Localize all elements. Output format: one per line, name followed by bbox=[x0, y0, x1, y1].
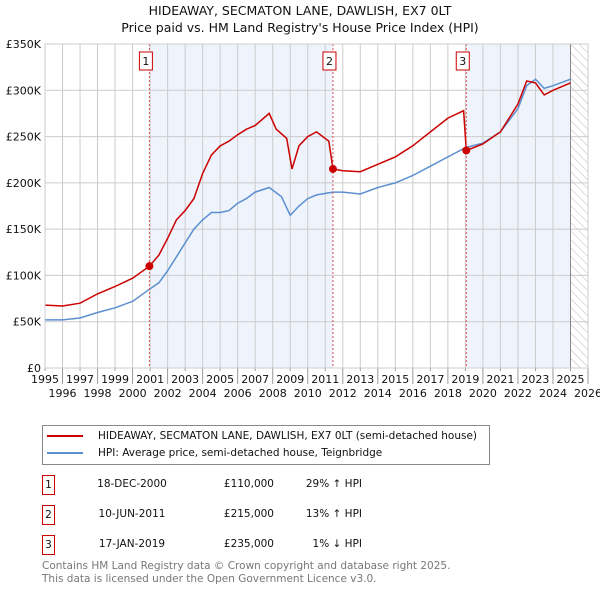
legend-label-property: HIDEAWAY, SECMATON LANE, DAWLISH, EX7 0L… bbox=[98, 430, 477, 442]
sale-point bbox=[462, 146, 471, 155]
x-tick-label: 2026 bbox=[574, 387, 600, 400]
sale-marker-badge: 2 bbox=[42, 505, 55, 525]
x-tick-label: 2002 bbox=[154, 387, 182, 400]
x-tick-label: 2021 bbox=[486, 373, 514, 386]
sale-marker-badge: 3 bbox=[42, 535, 55, 555]
x-tick-label: 1997 bbox=[66, 373, 94, 386]
x-tick-label: 2016 bbox=[399, 387, 427, 400]
x-tick-label: 2008 bbox=[259, 387, 287, 400]
sale-price: £215,000 bbox=[223, 508, 274, 520]
legend-item-hpi: HPI: Average price, semi-detached house,… bbox=[47, 445, 382, 461]
sale-point bbox=[328, 164, 337, 173]
x-tick-label: 1999 bbox=[101, 373, 129, 386]
footer-copyright: Contains HM Land Registry data © Crown c… bbox=[42, 560, 451, 572]
sale-price: £235,000 bbox=[223, 538, 274, 550]
y-tick-label: £250K bbox=[6, 131, 42, 144]
x-tick-label: 2018 bbox=[434, 387, 462, 400]
sale-label-box bbox=[322, 51, 337, 71]
x-tick-label: 2022 bbox=[504, 387, 532, 400]
y-tick-label: £0 bbox=[27, 362, 41, 375]
legend: HIDEAWAY, SECMATON LANE, DAWLISH, EX7 0L… bbox=[42, 425, 490, 465]
x-tick-label: 2020 bbox=[469, 387, 497, 400]
sale-label-box bbox=[455, 51, 470, 71]
sale-hpi-diff: 1% ↓ HPI bbox=[312, 538, 362, 550]
y-tick-label: £150K bbox=[6, 223, 42, 236]
sale-date: 18-DEC-2000 bbox=[97, 478, 167, 490]
x-tick-label: 2017 bbox=[416, 373, 444, 386]
sale-label: 3 bbox=[459, 55, 466, 68]
x-tick-label: 2025 bbox=[556, 373, 584, 386]
legend-item-property: HIDEAWAY, SECMATON LANE, DAWLISH, EX7 0L… bbox=[47, 428, 477, 444]
shaded-period-1 bbox=[149, 44, 333, 368]
x-tick-label: 2010 bbox=[294, 387, 322, 400]
red-line-swatch bbox=[47, 435, 83, 437]
x-tick-label: 2019 bbox=[451, 373, 479, 386]
sale-marker-badge: 1 bbox=[42, 475, 55, 495]
x-tick-label: 2015 bbox=[381, 373, 409, 386]
x-tick-label: 2013 bbox=[346, 373, 374, 386]
sale-label: 1 bbox=[142, 55, 149, 68]
x-tick-label: 2003 bbox=[171, 373, 199, 386]
sale-label: 2 bbox=[326, 55, 333, 68]
y-tick-label: £50K bbox=[13, 316, 42, 329]
y-tick-label: £100K bbox=[6, 269, 42, 282]
x-tick-label: 2012 bbox=[329, 387, 357, 400]
footer-licence: This data is licensed under the Open Gov… bbox=[42, 573, 377, 585]
sale-hpi-diff: 13% ↑ HPI bbox=[305, 508, 362, 520]
y-tick-label: £350K bbox=[6, 38, 42, 51]
x-tick-label: 2001 bbox=[136, 373, 164, 386]
x-tick-label: 2009 bbox=[276, 373, 304, 386]
x-tick-label: 1995 bbox=[31, 373, 59, 386]
y-tick-label: £300K bbox=[6, 84, 42, 97]
x-tick-label: 1998 bbox=[84, 387, 112, 400]
x-tick-label: 2004 bbox=[189, 387, 217, 400]
x-tick-label: 2014 bbox=[364, 387, 392, 400]
sale-point bbox=[145, 262, 154, 271]
sale-date: 17-JAN-2019 bbox=[98, 538, 166, 550]
y-tick-label: £200K bbox=[6, 177, 42, 190]
sale-price: £110,000 bbox=[223, 478, 274, 490]
x-tick-label: 2011 bbox=[311, 373, 339, 386]
x-tick-label: 2006 bbox=[224, 387, 252, 400]
sale-date: 10-JUN-2011 bbox=[98, 508, 166, 520]
property-price-line bbox=[44, 80, 571, 307]
legend-label-hpi: HPI: Average price, semi-detached house,… bbox=[98, 447, 383, 459]
chart-subtitle: Price paid vs. HM Land Registry's House … bbox=[121, 20, 479, 35]
x-tick-label: 2005 bbox=[206, 373, 234, 386]
plot-border bbox=[44, 43, 589, 369]
blue-line-swatch bbox=[47, 452, 83, 454]
x-tick-label: 2024 bbox=[539, 387, 567, 400]
sale-hpi-diff: 29% ↑ HPI bbox=[305, 478, 362, 490]
x-tick-label: 2000 bbox=[119, 387, 147, 400]
x-tick-label: 2023 bbox=[521, 373, 549, 386]
price-chart: 1995199619971998199920002001200220032004… bbox=[6, 38, 600, 400]
x-tick-label: 1996 bbox=[49, 387, 77, 400]
sale-label-box bbox=[138, 51, 153, 71]
x-tick-label: 2007 bbox=[241, 373, 269, 386]
forecast-hatch bbox=[570, 44, 588, 368]
chart-title: HIDEAWAY, SECMATON LANE, DAWLISH, EX7 0L… bbox=[148, 3, 452, 18]
